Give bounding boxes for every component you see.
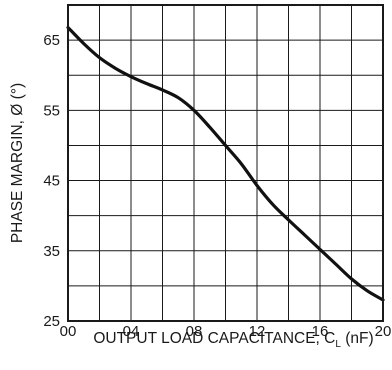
y-tick-label: 25 <box>43 313 60 330</box>
x-tick-label: 16 <box>312 323 329 340</box>
x-tick-label: 00 <box>60 323 77 340</box>
y-axis-label: PHASE MARGIN, Ø (°) <box>9 83 26 243</box>
y-tick-label: 35 <box>43 243 60 260</box>
y-tick-label: 65 <box>43 32 60 49</box>
x-tick-label: 04 <box>123 323 140 340</box>
x-axis-label: OUTPUT LOAD CAPACITANCE, CL (nF) <box>93 330 373 350</box>
x-tick-label: 08 <box>186 323 203 340</box>
phase-margin-line <box>66 25 385 302</box>
x-tick-label: 20 <box>375 323 392 340</box>
plot-frame <box>67 4 384 322</box>
y-tick-label: 55 <box>43 102 60 119</box>
x-tick-label: 12 <box>249 323 266 340</box>
series-layer <box>66 25 385 302</box>
y-tick-label: 45 <box>43 173 60 190</box>
grid <box>68 5 383 321</box>
tick-labels: 25 35 45 55 65 00 04 08 12 16 20 <box>43 32 391 340</box>
